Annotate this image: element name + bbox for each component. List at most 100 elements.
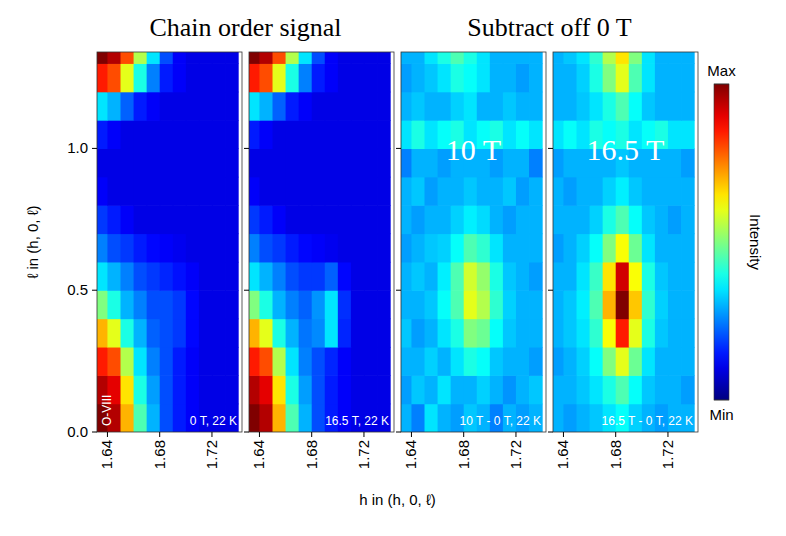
cell	[529, 63, 543, 92]
cell	[299, 319, 313, 348]
cell	[516, 375, 530, 404]
cell	[299, 148, 313, 177]
cell	[134, 404, 148, 432]
cell	[107, 205, 121, 234]
cell	[438, 52, 452, 64]
cell	[249, 63, 260, 92]
cell	[286, 375, 300, 404]
cell	[642, 63, 656, 92]
cell	[490, 290, 504, 319]
cell	[464, 375, 478, 404]
cell	[259, 52, 273, 64]
cell	[516, 177, 530, 206]
cell	[603, 262, 617, 291]
cell	[642, 347, 656, 376]
cell	[225, 205, 239, 234]
cell	[121, 148, 135, 177]
cell	[577, 205, 591, 234]
cell	[577, 347, 591, 376]
heatmap-cells	[401, 52, 543, 432]
cell	[451, 347, 465, 376]
cell	[97, 290, 108, 319]
cell	[147, 120, 161, 149]
cell	[364, 375, 378, 404]
cell	[529, 319, 543, 348]
cell	[681, 148, 695, 177]
y-tick	[244, 432, 249, 433]
cell	[655, 262, 669, 291]
cell	[107, 52, 121, 64]
cell	[249, 347, 260, 376]
cell	[681, 375, 695, 404]
cell	[325, 148, 339, 177]
cell	[553, 63, 564, 92]
cell	[273, 262, 287, 291]
cell	[438, 92, 452, 121]
cell	[553, 262, 564, 291]
cell	[173, 177, 187, 206]
cell	[199, 262, 213, 291]
cell	[616, 63, 630, 92]
cell	[603, 319, 617, 348]
cell	[134, 233, 148, 262]
y-tick	[548, 432, 553, 433]
cell	[338, 177, 352, 206]
cell	[312, 233, 326, 262]
cell	[411, 290, 425, 319]
cell	[425, 404, 439, 432]
cell	[477, 205, 491, 234]
cell	[299, 375, 313, 404]
cell	[642, 205, 656, 234]
cell	[529, 92, 543, 121]
cell	[212, 92, 226, 121]
cell	[577, 177, 591, 206]
cell	[577, 404, 591, 432]
cell	[655, 52, 669, 64]
cell	[629, 233, 643, 262]
cell	[516, 92, 530, 121]
cell	[529, 262, 543, 291]
cell	[490, 375, 504, 404]
cell	[516, 262, 530, 291]
cell	[377, 205, 391, 234]
cell	[642, 92, 656, 121]
cell	[134, 205, 148, 234]
panel-title: 10 T	[446, 133, 501, 166]
cell	[97, 63, 108, 92]
cell	[121, 52, 135, 64]
panel-label: 16.5 T - 0 T, 22 K	[602, 414, 693, 428]
cell	[273, 92, 287, 121]
cell	[186, 262, 200, 291]
cell	[364, 205, 378, 234]
y-tick	[548, 148, 553, 149]
cell	[516, 205, 530, 234]
cell	[107, 148, 121, 177]
cell	[553, 347, 564, 376]
cell	[451, 205, 465, 234]
cell	[411, 205, 425, 234]
cell	[212, 319, 226, 348]
cell	[553, 92, 564, 121]
cell	[259, 404, 273, 432]
cell	[351, 148, 365, 177]
cell	[351, 205, 365, 234]
cell	[642, 262, 656, 291]
cell	[259, 233, 273, 262]
cell	[121, 120, 135, 149]
panel-annotation: O-VIII	[100, 395, 114, 426]
cell	[616, 52, 630, 64]
x-tick-label: 1.64	[554, 440, 571, 469]
x-tick	[411, 432, 412, 437]
colorbar-tick	[714, 84, 729, 85]
cell	[655, 347, 669, 376]
cell	[312, 404, 326, 432]
x-tick-label: 1.64	[402, 440, 419, 469]
cell	[312, 63, 326, 92]
cell	[325, 52, 339, 64]
cell	[199, 319, 213, 348]
cell	[325, 262, 339, 291]
cell	[273, 319, 287, 348]
cell	[107, 347, 121, 376]
cell	[273, 233, 287, 262]
cell	[186, 148, 200, 177]
